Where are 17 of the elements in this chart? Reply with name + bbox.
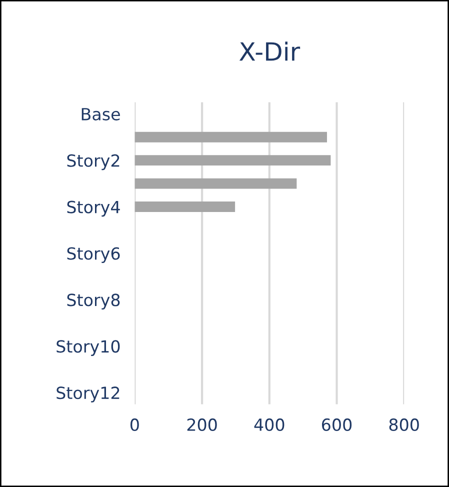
y-tick-label: Story2 xyxy=(67,154,120,170)
y-tick-label: Story6 xyxy=(67,247,120,264)
y-tick-label: Story8 xyxy=(67,294,120,310)
bar xyxy=(134,155,331,166)
x-tick-label: 600 xyxy=(322,418,352,431)
chart-title: X-Dir xyxy=(239,42,300,61)
x-tick-label: 200 xyxy=(187,418,217,431)
y-tick-label: Base xyxy=(82,108,120,120)
x-tick-label: 800 xyxy=(389,418,419,431)
x-tick-label: 0 xyxy=(130,418,139,431)
bar xyxy=(134,132,327,142)
bar xyxy=(134,178,297,189)
y-tick-label: Story12 xyxy=(56,386,120,402)
y-tick-label: Story4 xyxy=(67,200,120,217)
x-tick-label: 400 xyxy=(254,418,284,431)
y-tick-label: Story10 xyxy=(56,340,120,356)
bar xyxy=(134,202,236,212)
